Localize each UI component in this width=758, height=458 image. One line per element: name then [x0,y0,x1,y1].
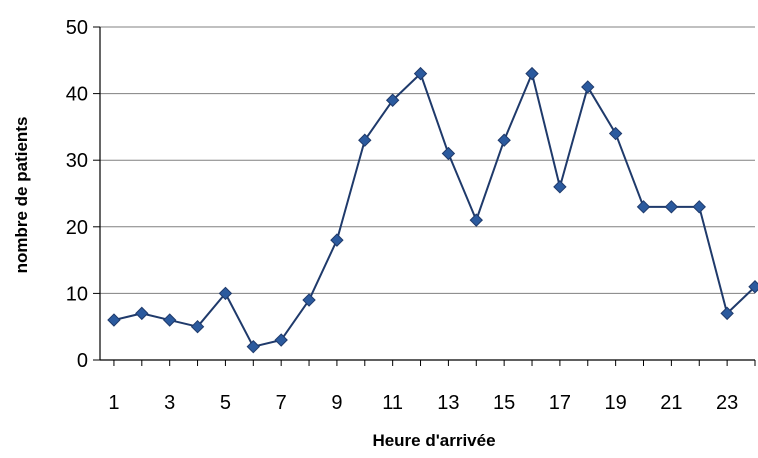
x-tick-label: 23 [716,392,738,414]
data-point [692,200,706,214]
y-tick-label: 30 [66,150,88,172]
y-tick-label: 0 [77,350,88,372]
x-tick-label: 9 [331,392,342,414]
data-point [330,233,344,247]
x-tick-label: 19 [605,392,627,414]
data-point [581,80,595,94]
series-layer [107,66,758,354]
data-point [190,319,205,334]
x-tick-label: 17 [549,392,571,414]
x-tick-labels: 1 3 5 7 9 11 13 15 17 19 21 23 [108,392,738,414]
x-tick-label: 13 [437,392,459,414]
x-axis-title: Heure d'arrivée [372,431,495,450]
data-point [664,200,679,214]
data-point [748,280,758,294]
x-tick-label: 3 [164,392,175,414]
x-tick-label: 21 [660,392,682,414]
y-axis-title: nombre de patients [12,117,31,274]
data-point [385,93,400,107]
data-point [497,133,511,147]
data-point [358,133,372,147]
data-point [469,213,483,227]
x-tick-label: 5 [220,392,231,414]
x-tick-label: 15 [493,392,515,414]
data-point [720,306,734,321]
axes [93,26,756,366]
x-tick-label: 1 [108,392,119,414]
data-point [107,313,121,327]
data-point [218,286,233,301]
data-point [608,126,623,141]
data-point [413,66,428,81]
y-tick-label: 50 [66,17,88,39]
data-point [135,306,149,321]
x-tick-label: 7 [276,392,287,414]
data-point [162,313,177,327]
y-tick-labels: 0 10 20 30 40 50 [66,17,88,372]
y-tick-label: 20 [66,217,88,239]
x-tick-label: 11 [382,392,403,414]
y-tick-label: 40 [66,84,88,106]
y-tick-label: 10 [66,283,88,305]
data-point [525,66,539,81]
data-point [553,180,567,194]
data-point [636,200,651,214]
data-point [246,339,261,354]
grid-lines [100,26,755,294]
data-point [302,293,316,307]
data-point [441,146,456,161]
data-point [274,333,288,347]
series-line [113,72,756,348]
